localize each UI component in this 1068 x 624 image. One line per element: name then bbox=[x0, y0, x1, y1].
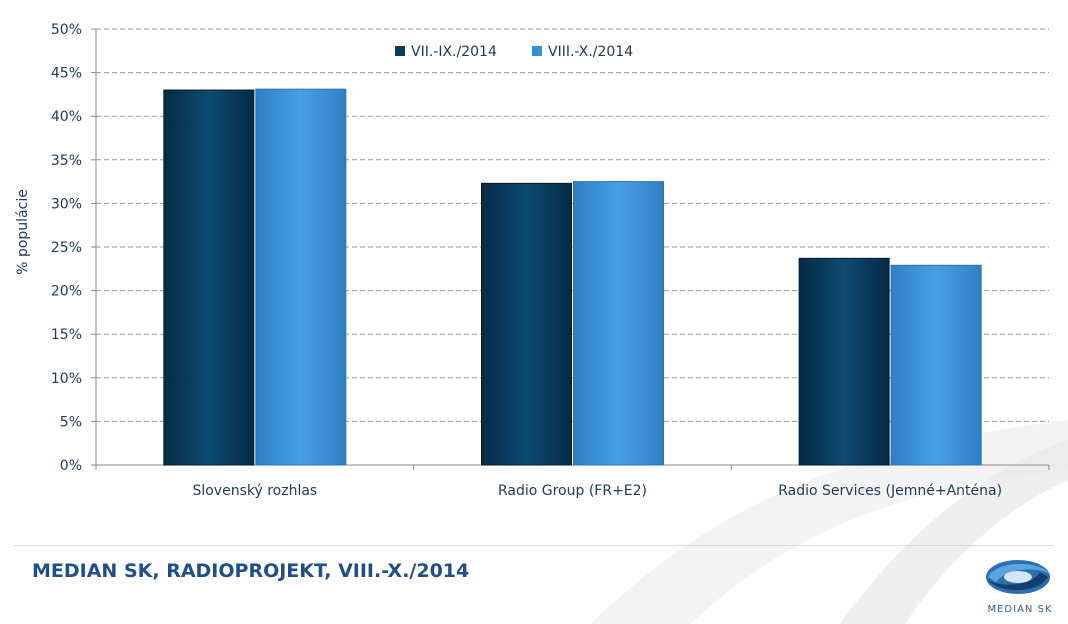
x-category-label: Radio Services (Jemné+Anténa) bbox=[778, 483, 1002, 499]
median-sk-logo-icon bbox=[986, 560, 1050, 594]
legend-swatch bbox=[532, 46, 542, 56]
bar-vii-ix-2014-2 bbox=[798, 257, 890, 466]
x-category-label: Radio Group (FR+E2) bbox=[498, 483, 647, 499]
bar-chart: 0% 5% 10% 15% 20% 25% 30% 35% 40% 45% 50% Slovensk… bbox=[15, 22, 1050, 499]
footer-title: MEDIAN SK, RADIOPROJEKT, VIII.-X./2014 bbox=[32, 560, 470, 582]
y-tick-label: 35% bbox=[51, 153, 82, 169]
y-axis-tick-labels: 0% 5% 10% 15% 20% 25% 30% 35% 40% 45% 50% bbox=[51, 22, 96, 474]
median-sk-logo: MEDIAN SK bbox=[978, 552, 1062, 622]
legend-label: VII.-IX./2014 bbox=[411, 44, 497, 60]
bar-vii-ix-2014-1 bbox=[481, 182, 572, 466]
y-tick-label: 40% bbox=[51, 109, 82, 125]
bar-viii-x-2014-1 bbox=[573, 181, 664, 466]
logo-text: MEDIAN SK bbox=[987, 604, 1053, 615]
y-tick-label: 50% bbox=[51, 22, 82, 38]
y-tick-label: 0% bbox=[60, 458, 82, 474]
bar-viii-x-2014-0 bbox=[255, 88, 347, 466]
y-tick-label: 30% bbox=[51, 196, 82, 212]
legend-label: VIII.-X./2014 bbox=[548, 44, 633, 60]
x-axis-category-labels: Slovenský rozhlas Radio Group (FR+E2) Radi… bbox=[192, 483, 1002, 499]
y-tick-label: 20% bbox=[51, 284, 82, 300]
bar-viii-x-2014-2 bbox=[890, 264, 982, 466]
y-tick-label: 45% bbox=[51, 66, 82, 82]
legend: VII.-IX./2014 VIII.-X./2014 bbox=[395, 44, 633, 60]
y-tick-label: 5% bbox=[60, 414, 82, 430]
bars bbox=[163, 88, 982, 466]
y-tick-label: 15% bbox=[51, 327, 82, 343]
legend-swatch bbox=[395, 46, 405, 56]
y-tick-label: 10% bbox=[51, 371, 82, 387]
bar-vii-ix-2014-0 bbox=[163, 89, 255, 466]
y-axis-title: % populácie bbox=[15, 189, 31, 275]
y-tick-label: 25% bbox=[51, 240, 82, 256]
gridlines bbox=[96, 28, 1049, 422]
footer-divider bbox=[14, 545, 1054, 546]
x-category-label: Slovenský rozhlas bbox=[192, 483, 317, 499]
